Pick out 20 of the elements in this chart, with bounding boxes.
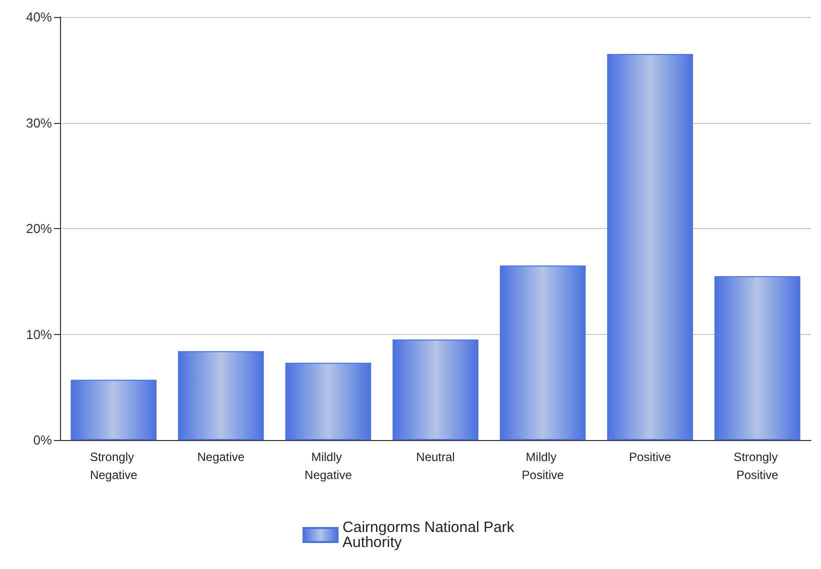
y-tick-label: 20% <box>26 221 52 236</box>
bar <box>714 276 800 440</box>
x-tick-label: Strongly Negative <box>90 450 138 482</box>
bar <box>607 54 693 440</box>
x-tick-label: Strongly Positive <box>734 450 782 482</box>
y-tick-label: 40% <box>26 10 52 24</box>
x-tick-label: Mildly Positive <box>522 450 564 482</box>
x-tick-label: Positive <box>629 450 672 464</box>
x-tick-label: Mildly Negative <box>304 450 352 482</box>
bar <box>500 266 586 440</box>
legend-label: Cairngorms National Park Authority <box>342 519 518 551</box>
y-tick-label: 10% <box>26 326 52 342</box>
bar <box>178 351 264 440</box>
y-tick-label: 30% <box>26 115 52 130</box>
bar <box>70 380 157 440</box>
bar <box>392 340 478 440</box>
bar <box>285 362 372 440</box>
x-tick-label: Negative <box>197 450 245 464</box>
x-tick-label: Neutral <box>416 450 455 464</box>
y-tick-label: 0% <box>33 432 52 448</box>
